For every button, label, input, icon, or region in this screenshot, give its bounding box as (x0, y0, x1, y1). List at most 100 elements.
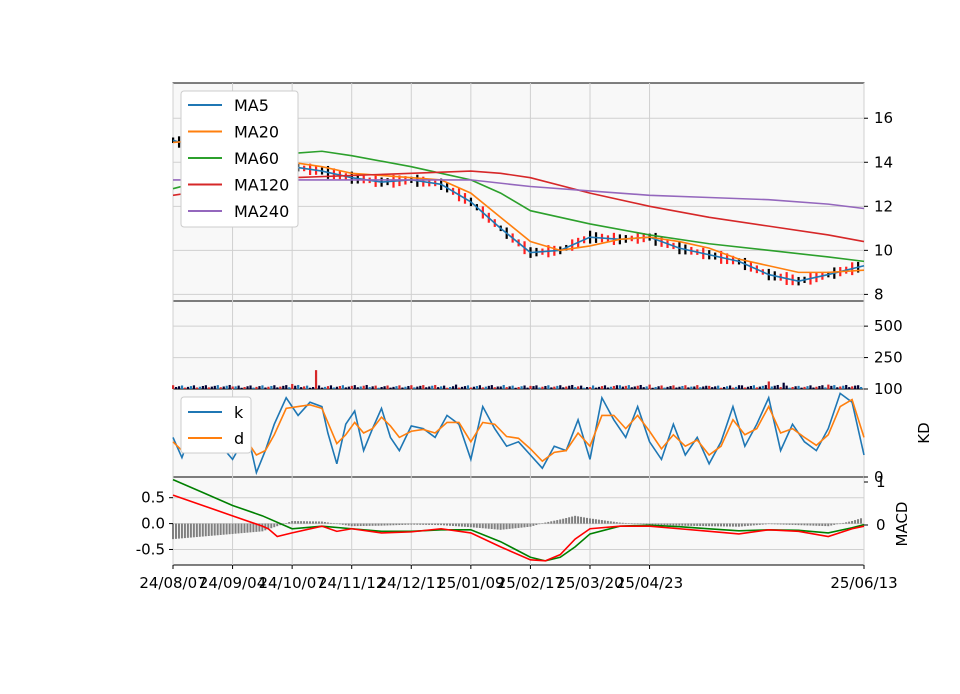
volume-bar (851, 386, 854, 389)
volume-bar (359, 386, 362, 389)
volume-bar (720, 387, 723, 389)
osc-bar (451, 523, 454, 526)
osc-bar (717, 523, 720, 527)
volume-bar (186, 386, 190, 389)
osc-bar (696, 523, 699, 526)
volume-bar (225, 385, 228, 389)
volume-bar (511, 385, 514, 389)
volume-bar (508, 386, 511, 389)
volume-bar (219, 387, 222, 389)
volume-bar (374, 385, 377, 389)
volume-bar (320, 387, 324, 389)
volume-bar (809, 385, 812, 389)
osc-bar (255, 523, 258, 532)
volume-bar (657, 386, 660, 389)
osc-bar (413, 523, 416, 525)
osc-bar (198, 523, 201, 537)
osc-bar (517, 523, 520, 528)
kd-axis-title: KD (915, 422, 933, 443)
osc-bar (460, 523, 463, 527)
osc-bar (824, 523, 827, 527)
volume-bar (523, 385, 526, 389)
osc-bar (231, 523, 234, 534)
volume-bar (591, 385, 595, 389)
volume-bar (690, 386, 693, 389)
osc-bar (404, 523, 407, 525)
volume-bar (767, 381, 770, 389)
macd-axis-title: MACD (893, 502, 911, 547)
volume-bar (550, 387, 553, 389)
osc-bar (693, 523, 696, 526)
volume-bar (419, 385, 422, 389)
volume-bar (273, 385, 276, 389)
x-tick-label: 25/04/23 (616, 574, 683, 592)
volume-tick-label: 250 (874, 349, 903, 367)
volume-bar (669, 386, 672, 389)
volume-bar (517, 386, 520, 389)
osc-bar (782, 523, 785, 525)
osc-bar (642, 523, 645, 525)
osc-bar (734, 523, 737, 527)
osc-bar (416, 523, 419, 525)
osc-bar (529, 523, 532, 527)
osc-bar (553, 520, 556, 524)
osc-bar (225, 523, 228, 535)
volume-bar (451, 386, 455, 389)
osc-bar (839, 523, 842, 525)
volume-bar (594, 387, 598, 389)
volume-bar (696, 385, 699, 389)
osc-bar (341, 523, 344, 525)
osc-bar (687, 523, 690, 526)
volume-bar (824, 387, 827, 389)
volume-bar (499, 386, 502, 389)
legends: MA5 MA20 MA60 MA120 MA240 kd (180, 90, 299, 454)
volume-bar (472, 386, 476, 389)
volume-bar (487, 385, 490, 389)
volume-bar (583, 387, 586, 389)
osc-bar (210, 523, 213, 536)
osc-bar (180, 523, 183, 539)
osc-bar (842, 522, 845, 524)
volume-bar (797, 385, 800, 389)
osc-bar (639, 523, 642, 525)
osc-bar (675, 523, 678, 526)
volume-bar (207, 387, 210, 389)
volume-bar (702, 386, 705, 389)
volume-bar (854, 385, 857, 389)
volume-bar (395, 386, 398, 389)
osc-bar (276, 523, 279, 527)
volume-bar (562, 387, 565, 389)
volume-bar (535, 385, 538, 389)
volume-bar (699, 387, 702, 389)
osc-bar (329, 522, 332, 524)
osc-bar (541, 523, 544, 524)
osc-bar (344, 523, 347, 526)
kd-line-k (172, 392, 865, 476)
osc-bar (368, 523, 371, 526)
x-tick-label: 24/12/11 (378, 574, 445, 592)
volume-bar (723, 386, 726, 389)
volume-bar (323, 386, 327, 389)
osc-bar (407, 523, 410, 525)
volume-bar (728, 385, 732, 389)
osc-bar (577, 516, 580, 524)
osc-bar (535, 523, 538, 526)
osc-bar (374, 523, 377, 526)
osc-bar (335, 523, 338, 525)
volume-bar (314, 370, 318, 389)
osc-bar (711, 523, 714, 527)
osc-bar (764, 523, 767, 525)
volume-bar (502, 384, 505, 389)
volume-bar (544, 385, 547, 389)
osc-bar (481, 523, 484, 529)
volume-bar (255, 386, 258, 389)
volume-bar (776, 384, 779, 389)
volume-bar (398, 385, 401, 389)
osc-bar (594, 519, 597, 524)
volume-bar (478, 385, 481, 389)
kd-tick-label: 100 (874, 380, 903, 398)
x-tick-label: 25/01/09 (437, 574, 504, 592)
osc-bar (740, 523, 743, 527)
volume-bar (586, 386, 589, 389)
